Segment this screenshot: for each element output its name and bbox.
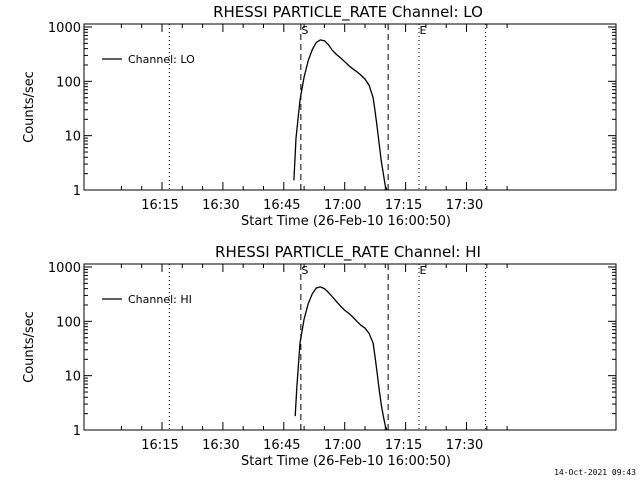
plot-frame (83, 23, 617, 191)
plot-frame (83, 263, 617, 431)
y-tick-label: 1000 (48, 21, 81, 36)
x-tick-label: 17:00 (324, 198, 361, 213)
y-tick-label: 100 (56, 315, 81, 330)
x-axis-label: Start Time (26-Feb-10 16:00:50) (241, 214, 451, 229)
y-axis-label: Counts/sec (22, 71, 37, 143)
y-tick-label: 100 (56, 75, 81, 90)
x-tick-label: 17:30 (446, 438, 483, 453)
x-tick-label: 17:30 (446, 198, 483, 213)
time-marker-label: S (301, 264, 308, 277)
y-tick-label: 10 (64, 130, 81, 145)
x-tick-label: 17:15 (385, 438, 422, 453)
y-tick-label: 1 (73, 184, 81, 199)
x-tick-label: 17:00 (324, 438, 361, 453)
x-axis-label: Start Time (26-Feb-10 16:00:50) (241, 454, 451, 469)
legend-label: Channel: LO (128, 53, 195, 66)
x-tick-label: 16:30 (202, 438, 239, 453)
x-tick-label: 17:15 (385, 198, 422, 213)
time-marker-label: S (301, 24, 308, 37)
time-marker-label: E (420, 24, 427, 37)
time-marker-label: E (420, 264, 427, 277)
series-line (294, 286, 388, 431)
x-tick-label: 16:45 (263, 198, 300, 213)
x-tick-label: 16:45 (263, 438, 300, 453)
chart-panel-2: RHESSI PARTICLE_RATE Channel: HI 1 10 100 10… (22, 243, 617, 469)
chart-title: RHESSI PARTICLE_RATE Channel: HI (215, 243, 481, 262)
x-tick-label: 16:15 (141, 438, 178, 453)
y-tick-label: 1 (73, 424, 81, 439)
x-tick-label: 16:15 (141, 198, 178, 213)
y-tick-label: 10 (64, 370, 81, 385)
y-axis-label: Counts/sec (22, 311, 37, 383)
x-tick-label: 16:30 (202, 198, 239, 213)
legend-label: Channel: HI (128, 293, 192, 306)
y-tick-label: 1000 (48, 261, 81, 276)
chart-title: RHESSI PARTICLE_RATE Channel: LO (213, 3, 483, 22)
timestamp-footer: 14-Oct-2021 09:43 (554, 468, 636, 477)
series-line (293, 39, 388, 191)
chart-panel-1: RHESSI PARTICLE_RATE Channel: LO 1 10 100 10… (22, 3, 617, 229)
